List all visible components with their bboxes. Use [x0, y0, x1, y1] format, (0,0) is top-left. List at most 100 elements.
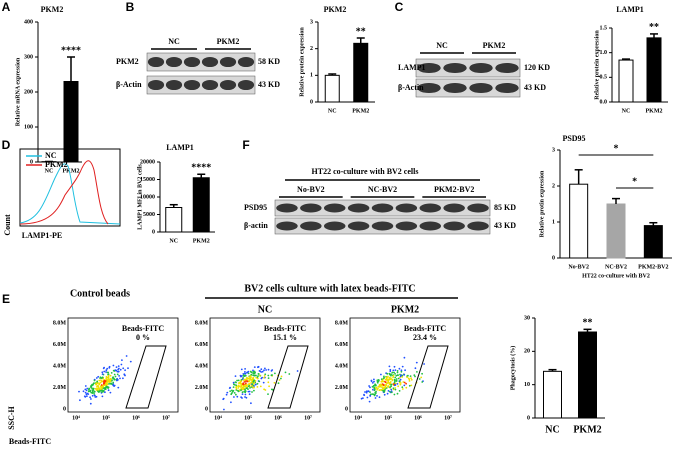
y-axis-label: Relative protein expression	[299, 27, 305, 97]
event-dot	[245, 380, 247, 382]
event-dot	[103, 370, 106, 373]
chart-title: LAMP1	[166, 143, 194, 152]
flow-header: BV2 cells culture with latex beads-FITC	[244, 283, 415, 294]
event-dot	[376, 395, 378, 397]
event-dot	[280, 375, 283, 378]
legend-label: NC	[45, 151, 57, 160]
chart-title: LAMP1	[616, 5, 644, 14]
significance: **	[583, 318, 593, 329]
event-dot	[106, 367, 109, 370]
y-tick-label: 20	[524, 349, 530, 355]
event-dot	[116, 370, 119, 373]
y-tick-label: 0	[310, 99, 313, 105]
event-dot	[277, 382, 280, 385]
gate-percent: 23.4 %	[413, 333, 437, 342]
blot-band	[419, 221, 442, 231]
event-dot	[384, 381, 387, 384]
blot-band	[417, 82, 441, 94]
event-dot	[84, 391, 87, 394]
event-dot	[118, 375, 120, 377]
event-dot	[244, 388, 246, 391]
event-dot	[241, 393, 244, 395]
y-tick-label: 2.0M	[53, 385, 67, 391]
blot-band	[300, 203, 322, 213]
event-dot	[251, 391, 253, 393]
event-dot	[267, 374, 270, 377]
event-dot	[239, 374, 242, 377]
row-label: β-actin	[244, 221, 268, 230]
event-dot	[117, 386, 120, 389]
event-dot	[89, 396, 91, 399]
blot-band	[147, 56, 165, 68]
event-dot	[101, 376, 104, 379]
event-dot	[95, 377, 98, 379]
event-dot	[381, 383, 384, 385]
y-axis-label: LAMP1 MFI in BV2 cells	[137, 164, 143, 230]
event-dot	[235, 387, 238, 390]
x-axis-label: Beads-FITC	[9, 437, 51, 446]
event-dot	[261, 370, 264, 373]
event-dot	[260, 368, 263, 371]
event-dot	[393, 381, 396, 384]
event-dot	[109, 377, 112, 380]
x-tick-label: PKM2	[573, 424, 601, 435]
event-dot	[408, 380, 411, 382]
row-label: PSD95	[244, 203, 267, 212]
event-dot	[415, 361, 418, 364]
event-dot	[374, 384, 377, 386]
event-dot	[225, 393, 228, 396]
event-dot	[396, 374, 399, 377]
event-dot	[117, 379, 119, 381]
blot-band	[443, 221, 465, 231]
y-tick-label: 6.0M	[53, 342, 67, 348]
event-dot	[404, 369, 406, 372]
event-dot	[383, 390, 385, 393]
event-dot	[296, 370, 299, 372]
event-dot	[256, 386, 259, 388]
event-dot	[89, 390, 92, 393]
y-tick-label: 3	[310, 19, 313, 25]
event-dot	[93, 393, 95, 395]
event-dot	[236, 379, 239, 382]
y-tick-label: 8.0M	[335, 320, 349, 326]
event-dot	[259, 374, 261, 377]
event-dot	[271, 388, 274, 391]
blot-band	[201, 79, 219, 91]
x-tick-label: PKM2	[63, 168, 80, 174]
size-label: 43 KD	[524, 83, 546, 92]
event-dot	[421, 372, 423, 375]
lane-label: NC	[436, 41, 448, 50]
event-dot	[86, 387, 89, 390]
blot-band	[443, 203, 465, 213]
event-dot	[111, 383, 113, 385]
y-tick-label: 400	[24, 19, 33, 25]
event-dot	[391, 378, 394, 381]
event-dot	[109, 374, 112, 377]
event-dot	[386, 392, 389, 395]
event-dot	[95, 382, 98, 385]
event-dot	[93, 379, 96, 382]
lane-label: PKM2	[483, 41, 506, 50]
event-dot	[405, 386, 408, 389]
event-dot	[250, 402, 252, 405]
event-dot	[108, 381, 111, 384]
blot-band	[300, 221, 322, 231]
event-dot	[243, 381, 246, 383]
event-dot	[102, 382, 105, 385]
event-dot	[378, 389, 381, 391]
event-dot	[399, 382, 402, 384]
event-dot	[385, 376, 388, 379]
event-dot	[263, 375, 266, 377]
blot-background	[415, 78, 521, 98]
event-dot	[90, 398, 92, 400]
event-dot	[260, 377, 263, 380]
gate	[267, 345, 309, 409]
panel-letter: C	[395, 0, 404, 14]
event-dot	[410, 384, 413, 387]
event-dot	[380, 389, 383, 391]
x-axis-label: HT22 co-culture with BV2	[582, 273, 650, 279]
event-dot	[364, 391, 366, 393]
significance: **	[356, 26, 366, 37]
event-dot	[380, 378, 383, 381]
row-label: β-Actin	[398, 83, 424, 92]
